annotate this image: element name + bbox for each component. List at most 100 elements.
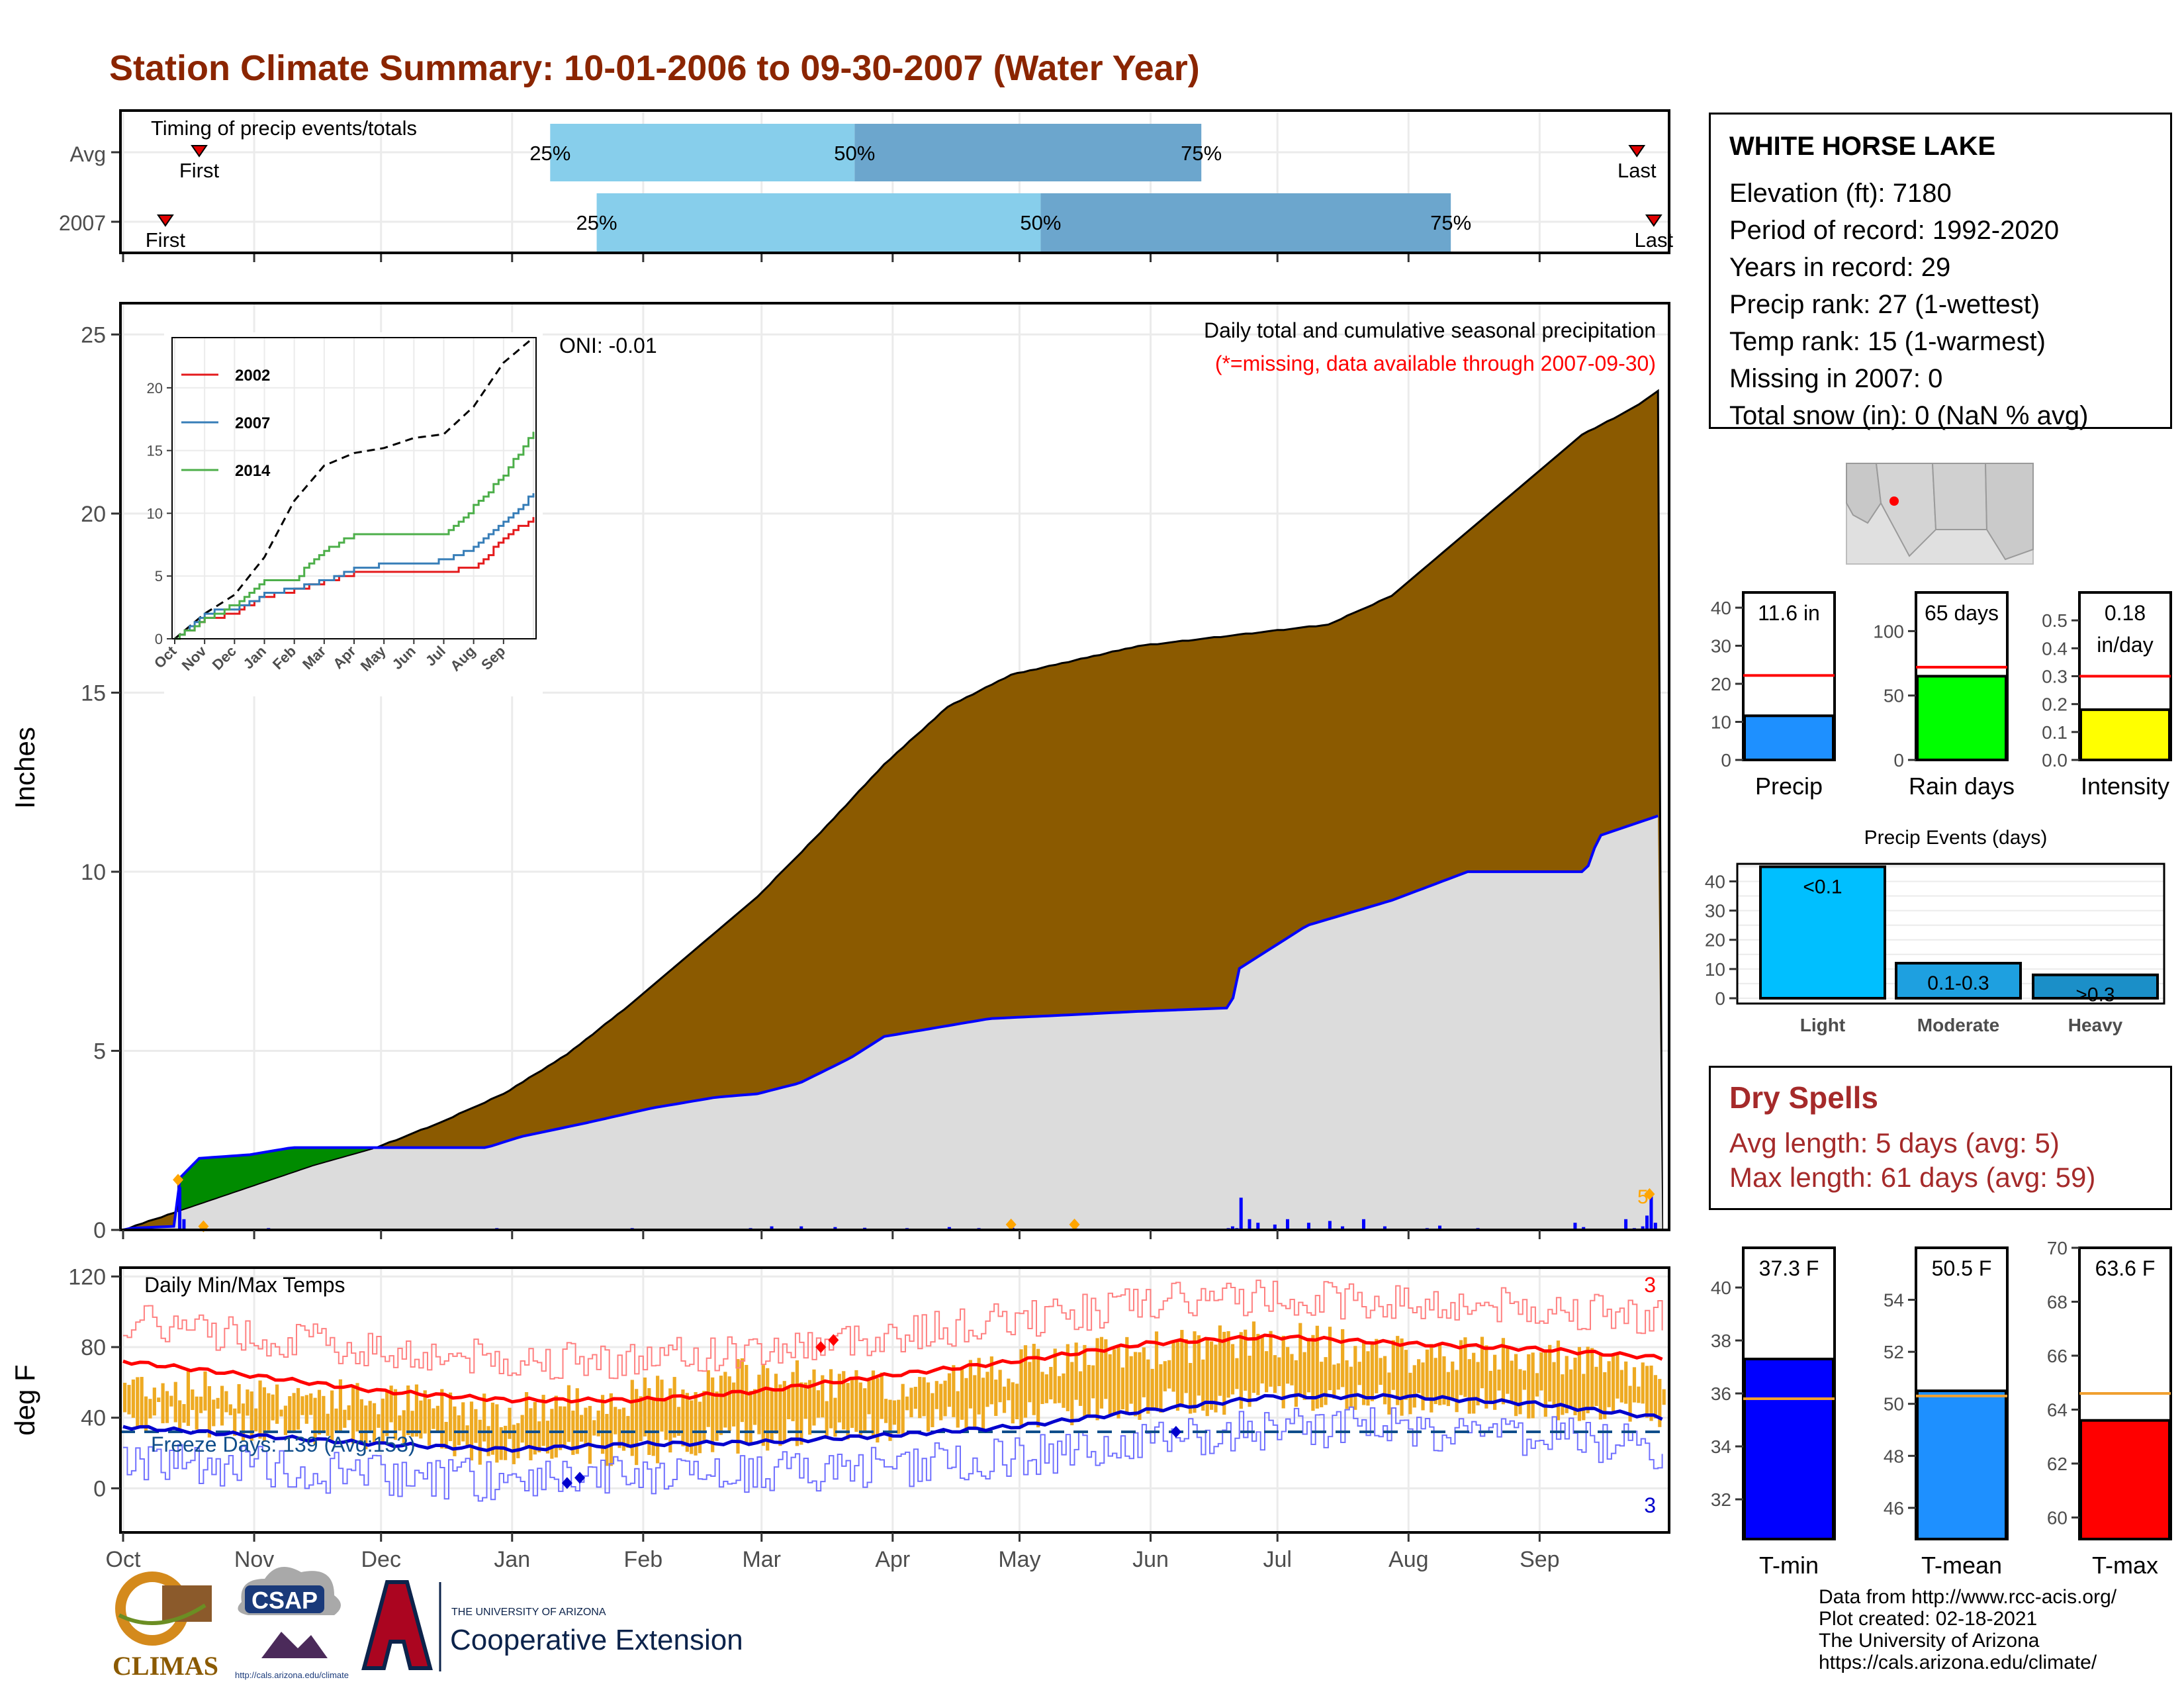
events-bar-label: 0.1-0.3: [1927, 972, 1989, 994]
daily-temp-bar: [681, 1389, 685, 1446]
daily-temp-bar: [127, 1385, 131, 1415]
precip-event-marker: [1005, 1218, 1017, 1231]
first-event-label: First: [146, 228, 186, 252]
station-info-line: Temp rank: 15 (1-warmest): [1729, 327, 2046, 356]
daily-temp-bar: [1336, 1363, 1340, 1390]
csap-logo: CSAP http://cals.arizona.edu/climate: [235, 1567, 349, 1680]
daily-temp-bar: [1053, 1348, 1057, 1404]
daily-temp-bar: [740, 1358, 744, 1423]
daily-temp-bar: [723, 1372, 727, 1428]
daily-temp-bar: [461, 1402, 465, 1442]
daily-temp-bar: [1433, 1358, 1437, 1405]
daily-temp-bar: [152, 1387, 156, 1416]
events-ytick-label: 30: [1705, 901, 1725, 921]
station-name: WHITE HORSE LAKE: [1729, 132, 1996, 161]
daily-temp-bar: [1624, 1361, 1628, 1404]
oni-value: ONI: -0.01: [559, 334, 657, 357]
daily-temp-bar: [1036, 1348, 1040, 1428]
daily-temp-bar: [1171, 1340, 1175, 1392]
daily-temp-bar: [309, 1393, 313, 1415]
daily-temp-bar: [837, 1374, 841, 1423]
daily-temp-bar: [490, 1402, 495, 1455]
daily-temp-bar: [389, 1385, 393, 1423]
daily-temp-bar: [1611, 1355, 1615, 1413]
daily-temp-bar: [897, 1399, 901, 1434]
daily-temp-bar: [719, 1376, 723, 1435]
daily-temp-bar: [782, 1381, 786, 1441]
temp-title: Daily Min/Max Temps: [144, 1273, 345, 1297]
daily-temp-bar: [182, 1404, 186, 1423]
daily-temp-bar: [1603, 1372, 1607, 1419]
daily-temp-bar: [643, 1377, 647, 1437]
daily-temp-bar: [1361, 1341, 1366, 1405]
inset-line-2002: [175, 517, 535, 640]
daily-temp-bar: [1357, 1362, 1361, 1385]
daily-temp-bar: [918, 1376, 922, 1419]
daily-temp-bar: [499, 1427, 503, 1460]
daily-temp-bar: [973, 1375, 977, 1427]
ua-logo: THE UNIVERSITY OF ARIZONA Cooperative Ex…: [361, 1580, 743, 1671]
events-category-label: Heavy: [2068, 1015, 2123, 1035]
timing-panel: 25% 50% 75% First Last 25% 50% 75% First Last Tim…: [59, 109, 1674, 262]
daily-temp-bar: [435, 1405, 439, 1432]
daily-temp-bar: [393, 1389, 398, 1440]
daily-temp-bar: [926, 1382, 931, 1432]
daily-temp-bar: [1095, 1338, 1099, 1421]
daily-temp-bar: [334, 1408, 338, 1432]
daily-temp-bar: [233, 1408, 237, 1436]
inset-ytick-label: 20: [147, 380, 163, 397]
summary-bar-value-label: 50.5 F: [1932, 1256, 1992, 1280]
daily-precip-bar: [1248, 1219, 1251, 1230]
month-xtick-label: Mar: [742, 1547, 781, 1572]
daily-precip-bar: [1273, 1224, 1277, 1230]
daily-precip-bar: [1383, 1226, 1387, 1230]
daily-precip-bar: [1645, 1215, 1649, 1230]
daily-temp-bar: [1129, 1356, 1133, 1404]
daily-temp-bar: [1590, 1348, 1594, 1409]
daily-temp-bar: [1074, 1342, 1078, 1400]
record-low-line: [123, 1406, 1663, 1502]
daily-temp-bar: [254, 1408, 258, 1432]
summary-bar-ytick-label: 30: [1711, 636, 1731, 657]
daily-temp-bar: [1032, 1344, 1036, 1415]
summary-bar-category-label: Intensity: [2081, 773, 2169, 800]
daily-temp-bar: [1184, 1339, 1188, 1393]
daily-temp-bar: [317, 1389, 322, 1435]
daily-temp-bar: [787, 1388, 791, 1419]
daily-temp-bar: [647, 1387, 651, 1455]
daily-temp-bar: [614, 1407, 617, 1434]
daily-temp-bar: [1066, 1344, 1069, 1411]
daily-temp-bar: [1062, 1373, 1066, 1408]
daily-temp-bar: [355, 1383, 359, 1432]
summary-bar-precip: 0 10 20 30 40 11.6 in Precip: [1711, 591, 1836, 800]
precip-ytick-label: 5: [93, 1039, 106, 1064]
daily-temp-bar: [1518, 1369, 1522, 1415]
daily-temp-bar: [989, 1356, 993, 1405]
daily-temp-bar: [1091, 1365, 1095, 1399]
daily-temp-bar: [169, 1395, 173, 1407]
daily-temp-bar: [559, 1406, 563, 1450]
daily-temp-bar: [207, 1386, 211, 1438]
daily-temp-bar: [672, 1377, 676, 1438]
daily-temp-bar: [545, 1421, 550, 1454]
daily-temp-bar: [1565, 1356, 1569, 1413]
daily-temp-bar: [1493, 1354, 1497, 1410]
daily-temp-bar: [338, 1379, 343, 1432]
daily-temp-bar: [829, 1369, 833, 1429]
coop-ext-text: Cooperative Extension: [450, 1624, 743, 1656]
daily-temp-bar: [1163, 1361, 1167, 1391]
daily-temp-bar: [1070, 1362, 1074, 1426]
daily-temp-bar: [1108, 1354, 1112, 1415]
daily-temp-bar: [1306, 1338, 1311, 1393]
daily-temp-bar: [702, 1391, 706, 1442]
daily-temp-bar: [1281, 1335, 1285, 1409]
daily-temp-bar: [825, 1401, 829, 1436]
daily-temp-bar: [909, 1387, 913, 1418]
daily-temp-bar: [956, 1391, 960, 1428]
daily-precip-bar: [1624, 1219, 1628, 1230]
daily-temp-bar: [1193, 1331, 1197, 1413]
daily-temp-bar: [1607, 1361, 1611, 1407]
daily-temp-bar: [1637, 1386, 1641, 1403]
rec-low-count: 3: [1644, 1493, 1656, 1517]
